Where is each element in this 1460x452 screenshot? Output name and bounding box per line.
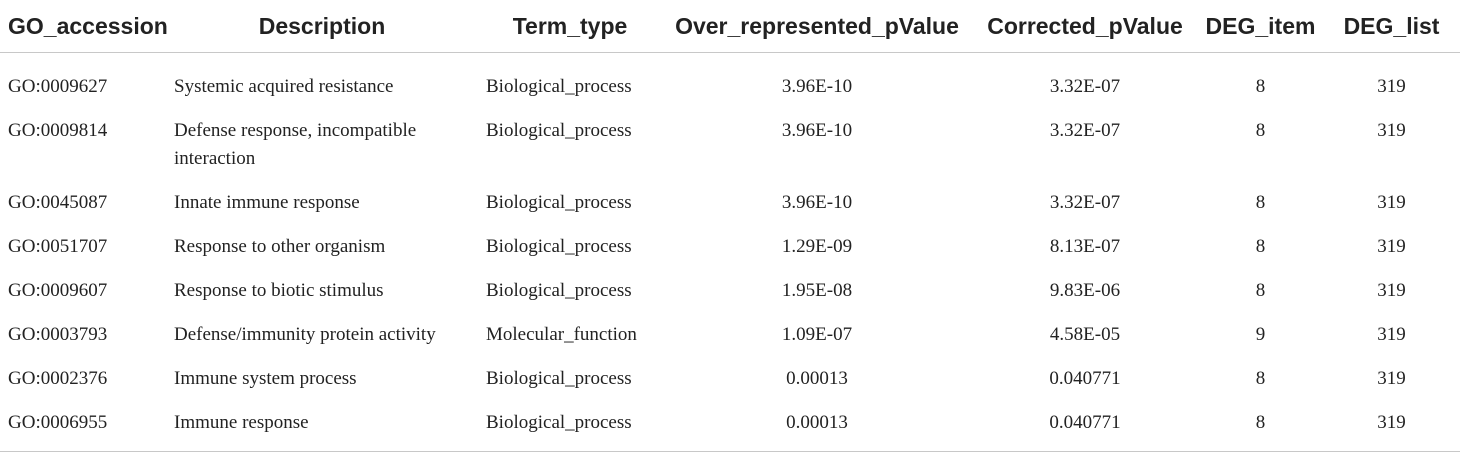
cell-go-accession: GO:0002376	[8, 368, 108, 389]
header-deg-list: DEG_list	[1323, 0, 1460, 53]
cell-over-represented-pvalue: 1.29E-09	[781, 236, 853, 257]
cell-deg-item: 8	[1255, 368, 1266, 389]
cell-deg-list: 319	[1377, 324, 1406, 345]
cell-go-accession: GO:0009607	[8, 280, 108, 301]
cell-description: Innate immune response	[174, 192, 360, 213]
cell-description: Defense response, incompatible interacti…	[174, 120, 417, 169]
cell-go-accession: GO:0051707	[8, 236, 108, 257]
cell-over-represented-pvalue: 3.96E-10	[781, 192, 853, 213]
cell-deg-list: 319	[1377, 236, 1406, 257]
cell-term-type: Biological_process	[478, 401, 662, 452]
cell-over-represented-pvalue: 3.96E-10	[781, 76, 853, 97]
cell-description: Response to biotic stimulus	[174, 280, 384, 301]
header-row: GO_accession Description Term_type Over_…	[0, 0, 1460, 53]
table-row: GO:0006955 Immune response Biological_proc…	[0, 401, 1460, 452]
cell-corrected-pvalue: 8.13E-07	[1049, 236, 1121, 257]
header-corrected-pvalue: Corrected_pValue	[972, 0, 1198, 53]
cell-term-type: Molecular_function	[486, 324, 637, 345]
header-term-type: Term_type	[478, 0, 662, 53]
cell-over-represented-pvalue: 1.09E-07	[781, 324, 853, 345]
cell-deg-list: 319	[1377, 280, 1406, 301]
cell-deg-list: 319	[1323, 401, 1460, 452]
cell-corrected-pvalue: 4.58E-05	[1049, 324, 1121, 345]
cell-description: Defense/immunity protein activity	[174, 324, 436, 345]
cell-go-accession: GO:0009627	[8, 76, 108, 97]
cell-corrected-pvalue: 3.32E-07	[1049, 120, 1121, 141]
header-go-accession: GO_accession	[0, 0, 168, 53]
cell-term-type: Biological_process	[486, 192, 632, 213]
cell-description: Systemic acquired resistance	[174, 76, 394, 97]
cell-term-type: Biological_process	[486, 280, 632, 301]
cell-deg-list: 319	[1377, 368, 1406, 389]
cell-deg-item: 8	[1255, 280, 1266, 301]
cell-go-accession: GO:0045087	[8, 192, 108, 213]
cell-over-represented-pvalue: 0.00013	[786, 368, 848, 389]
cell-deg-item: 8	[1255, 192, 1266, 213]
cell-over-represented-pvalue: 3.96E-10	[781, 120, 853, 141]
cell-deg-list: 319	[1377, 76, 1406, 97]
cell-deg-item: 8	[1255, 236, 1266, 257]
cell-go-accession: GO:0006955	[0, 401, 166, 452]
cell-over-represented-pvalue: 0.00013	[662, 401, 972, 452]
header-description: Description	[166, 0, 478, 53]
cell-corrected-pvalue: 3.32E-07	[1049, 76, 1121, 97]
cell-deg-item: 8	[1255, 76, 1266, 97]
table-header: GO_accession Description Term_type Over_…	[0, 0, 1460, 53]
cell-deg-list: 319	[1377, 192, 1406, 213]
cell-deg-item: 8	[1255, 120, 1266, 141]
table-row: GO:0051707 Response to other organism Biol…	[0, 225, 1460, 269]
cell-go-accession: GO:0009814	[8, 120, 108, 141]
cell-deg-item: 8	[1198, 401, 1323, 452]
cell-corrected-pvalue: 3.32E-07	[1049, 192, 1121, 213]
cell-term-type: Biological_process	[486, 120, 632, 141]
cell-corrected-pvalue: 0.040771	[972, 401, 1198, 452]
header-over-represented-pvalue: Over_represented_pValue	[662, 0, 972, 53]
cell-go-accession: GO:0003793	[8, 324, 108, 345]
cell-description: Response to other organism	[174, 236, 386, 257]
cell-corrected-pvalue: 0.040771	[1049, 368, 1121, 389]
cell-description: Immune system process	[174, 368, 357, 389]
table-body: GO:0009627 Systemic acquired resistance Bi…	[0, 53, 1460, 452]
cell-description: Immune response	[166, 401, 478, 452]
table-row: GO:0002376 Immune system process Biologica…	[0, 357, 1460, 401]
table-row: GO:0003793 Defense/immunity protein activ…	[0, 313, 1460, 357]
cell-deg-item: 9	[1255, 324, 1266, 345]
table-row: GO:0009607 Response to biotic stimulus Bio…	[0, 269, 1460, 313]
cell-deg-list: 319	[1377, 120, 1406, 141]
cell-term-type: Biological_process	[486, 76, 632, 97]
cell-over-represented-pvalue: 1.95E-08	[781, 280, 853, 301]
header-deg-item: DEG_item	[1198, 0, 1323, 53]
table-row: GO:0045087 Innate immune response Biologic…	[0, 181, 1460, 225]
table-row: GO:0009814 Defense response, incompatible…	[0, 109, 1460, 181]
cell-corrected-pvalue: 9.83E-06	[1049, 280, 1121, 301]
table-row: GO:0009627 Systemic acquired resistance Bi…	[0, 53, 1460, 110]
cell-term-type: Biological_process	[486, 368, 632, 389]
cell-term-type: Biological_process	[486, 236, 632, 257]
